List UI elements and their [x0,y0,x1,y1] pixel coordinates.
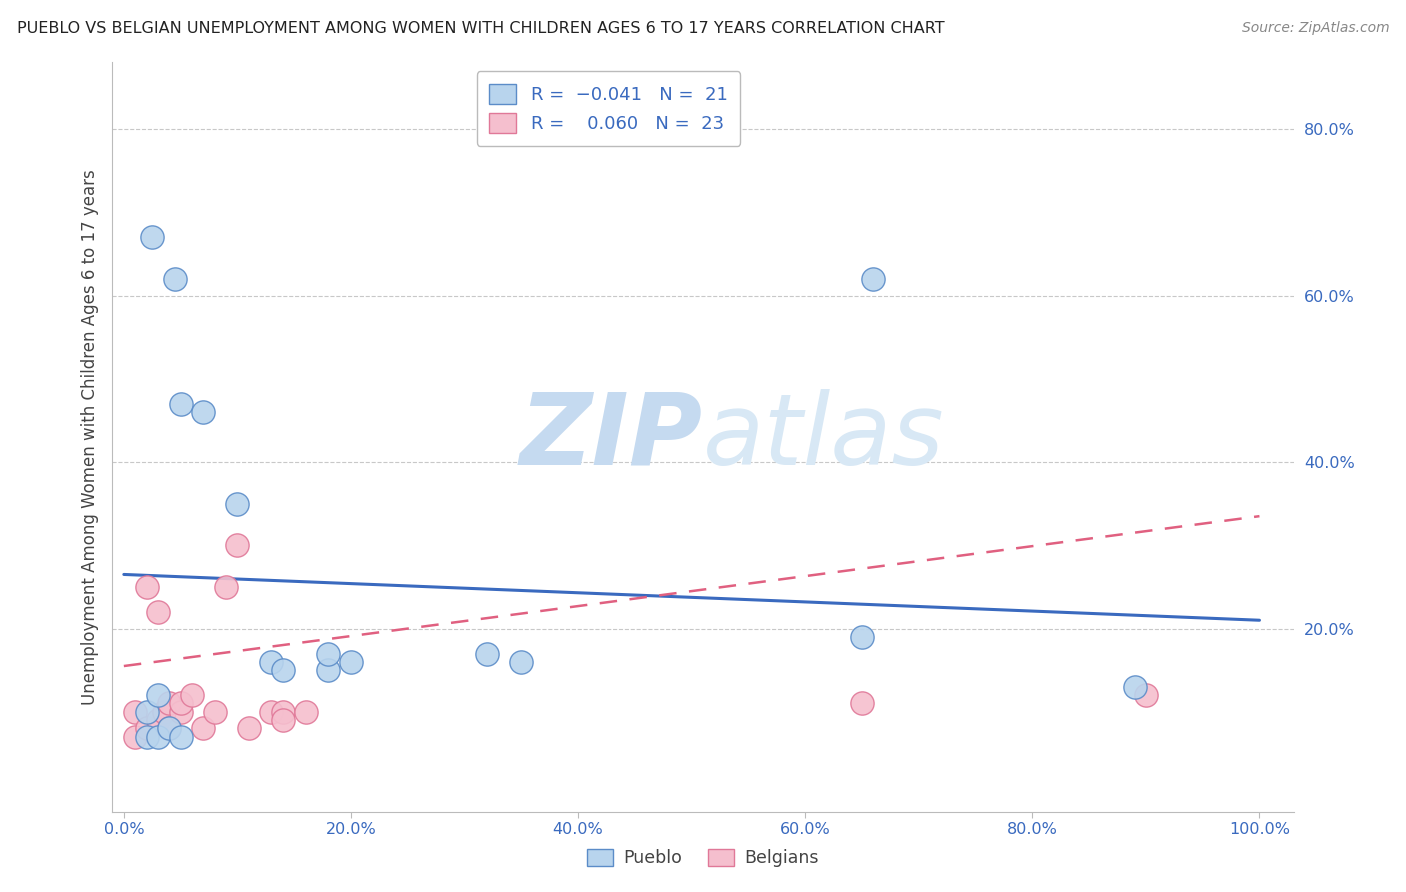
Point [152,705,174,719]
Point [215,580,238,594]
Point [260,705,283,719]
Point [862,272,884,286]
Point [169,697,191,711]
Point [124,730,146,744]
Point [169,705,191,719]
Legend: R =  −0.041   N =  21, R =    0.060   N =  23: R = −0.041 N = 21, R = 0.060 N = 23 [477,71,741,145]
Point [135,722,157,736]
Point [124,705,146,719]
Point [477,647,499,661]
Point [146,730,169,744]
Point [316,663,339,677]
Y-axis label: Unemployment Among Women with Children Ages 6 to 17 years: Unemployment Among Women with Children A… [80,169,98,705]
Point [271,663,294,677]
Point [238,722,260,736]
Point [226,538,249,552]
Point [135,580,157,594]
Point [146,605,169,619]
Legend: Pueblo, Belgians: Pueblo, Belgians [579,842,827,874]
Point [169,397,191,411]
Point [226,497,249,511]
Point [169,730,191,744]
Point [204,705,226,719]
Point [135,705,157,719]
Point [157,722,180,736]
Text: ZIP: ZIP [520,389,703,485]
Point [260,655,283,669]
Point [851,630,873,644]
Point [316,647,339,661]
Point [271,705,294,719]
Point [851,697,873,711]
Text: Source: ZipAtlas.com: Source: ZipAtlas.com [1241,21,1389,35]
Point [163,272,186,286]
Text: atlas: atlas [703,389,945,485]
Point [146,688,169,702]
Point [294,705,316,719]
Point [146,713,169,727]
Point [181,688,204,702]
Point [135,730,157,744]
Point [1135,688,1157,702]
Point [271,713,294,727]
Point [510,655,533,669]
Point [1123,680,1146,694]
Point [193,405,215,419]
Point [157,697,180,711]
Point [193,722,215,736]
Point [157,722,180,736]
Text: PUEBLO VS BELGIAN UNEMPLOYMENT AMONG WOMEN WITH CHILDREN AGES 6 TO 17 YEARS CORR: PUEBLO VS BELGIAN UNEMPLOYMENT AMONG WOM… [17,21,945,36]
Point [340,655,363,669]
Point [141,230,163,244]
